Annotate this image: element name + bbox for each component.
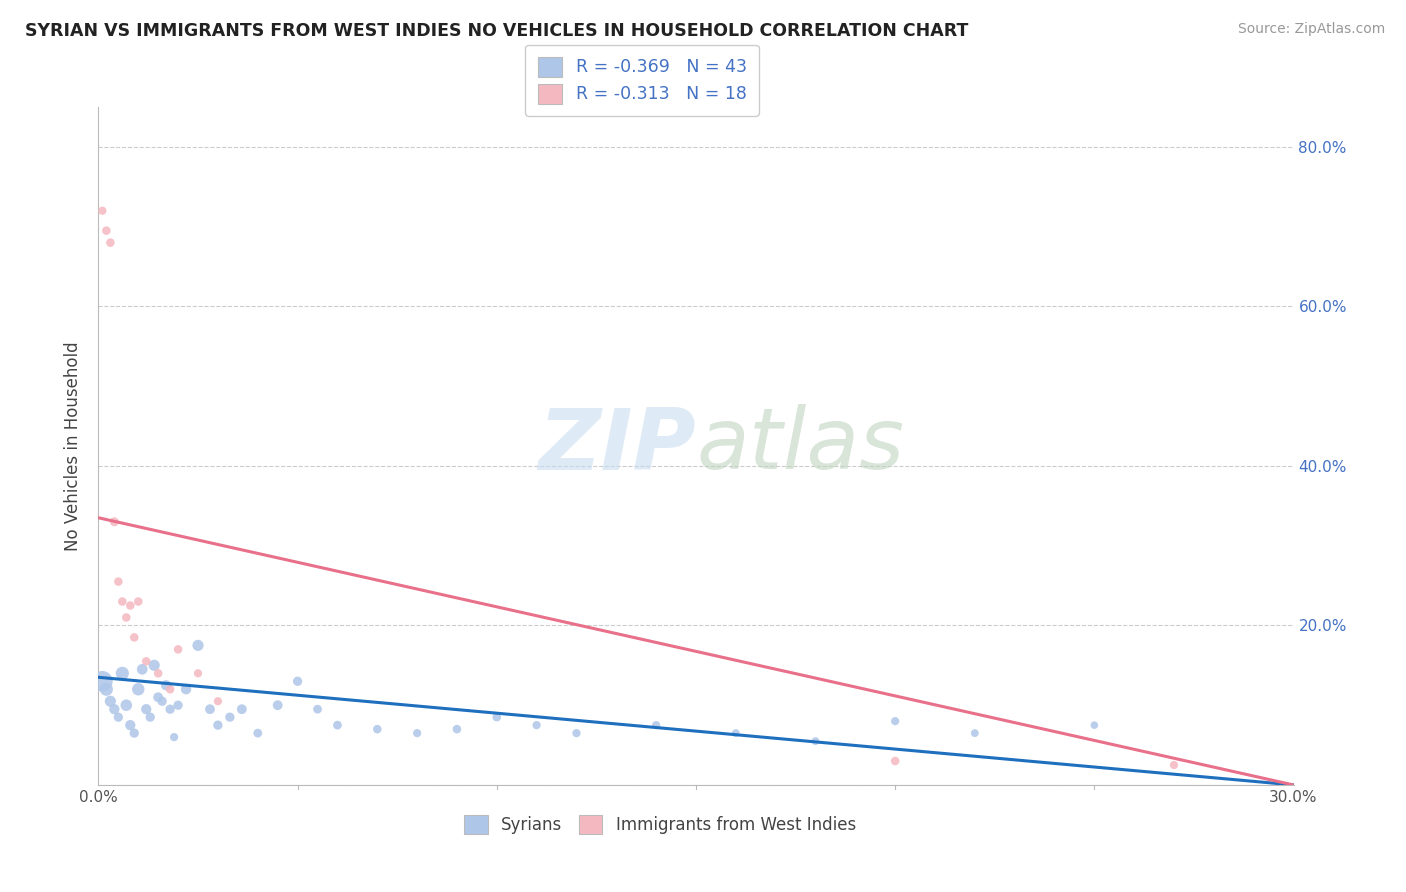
Text: Source: ZipAtlas.com: Source: ZipAtlas.com — [1237, 22, 1385, 37]
Point — [167, 642, 190, 657]
Point — [115, 610, 138, 624]
Point — [127, 682, 149, 697]
Point — [163, 730, 186, 744]
Point — [127, 594, 149, 608]
Point — [406, 726, 429, 740]
Point — [124, 631, 146, 645]
Point — [155, 678, 177, 692]
Point — [98, 235, 122, 250]
Point — [884, 714, 907, 728]
Point — [96, 682, 118, 697]
Point — [446, 722, 468, 736]
Point — [150, 694, 173, 708]
Point — [326, 718, 349, 732]
Point — [115, 698, 138, 713]
Text: SYRIAN VS IMMIGRANTS FROM WEST INDIES NO VEHICLES IN HOUSEHOLD CORRELATION CHART: SYRIAN VS IMMIGRANTS FROM WEST INDIES NO… — [25, 22, 969, 40]
Point — [724, 726, 747, 740]
Point — [159, 682, 181, 697]
Point — [103, 702, 125, 716]
Point — [645, 718, 668, 732]
Point — [167, 698, 190, 713]
Point — [91, 203, 114, 218]
Point — [1163, 758, 1185, 772]
Point — [198, 702, 221, 716]
Point — [159, 702, 181, 716]
Point — [287, 674, 309, 689]
Point — [207, 694, 229, 708]
Point — [135, 702, 157, 716]
Point — [107, 574, 129, 589]
Point — [187, 639, 209, 653]
Point — [207, 718, 229, 732]
Point — [246, 726, 269, 740]
Point — [96, 224, 118, 238]
Point — [174, 682, 197, 697]
Point — [884, 754, 907, 768]
Point — [526, 718, 548, 732]
Point — [366, 722, 388, 736]
Point — [187, 666, 209, 681]
Point — [143, 658, 166, 673]
Point — [131, 662, 153, 676]
Point — [1083, 718, 1105, 732]
Point — [120, 718, 142, 732]
Point — [111, 594, 134, 608]
Point — [565, 726, 588, 740]
Point — [148, 690, 170, 705]
Point — [98, 694, 122, 708]
Point — [103, 515, 125, 529]
Point — [485, 710, 508, 724]
Legend: Syrians, Immigrants from West Indies: Syrians, Immigrants from West Indies — [458, 808, 862, 841]
Point — [219, 710, 242, 724]
Point — [148, 666, 170, 681]
Y-axis label: No Vehicles in Household: No Vehicles in Household — [65, 341, 83, 551]
Point — [107, 710, 129, 724]
Point — [120, 599, 142, 613]
Point — [91, 674, 114, 689]
Point — [231, 702, 253, 716]
Point — [804, 734, 827, 748]
Point — [139, 710, 162, 724]
Text: atlas: atlas — [696, 404, 904, 488]
Point — [963, 726, 986, 740]
Text: ZIP: ZIP — [538, 404, 696, 488]
Point — [111, 666, 134, 681]
Point — [307, 702, 329, 716]
Point — [267, 698, 290, 713]
Point — [135, 654, 157, 668]
Point — [124, 726, 146, 740]
